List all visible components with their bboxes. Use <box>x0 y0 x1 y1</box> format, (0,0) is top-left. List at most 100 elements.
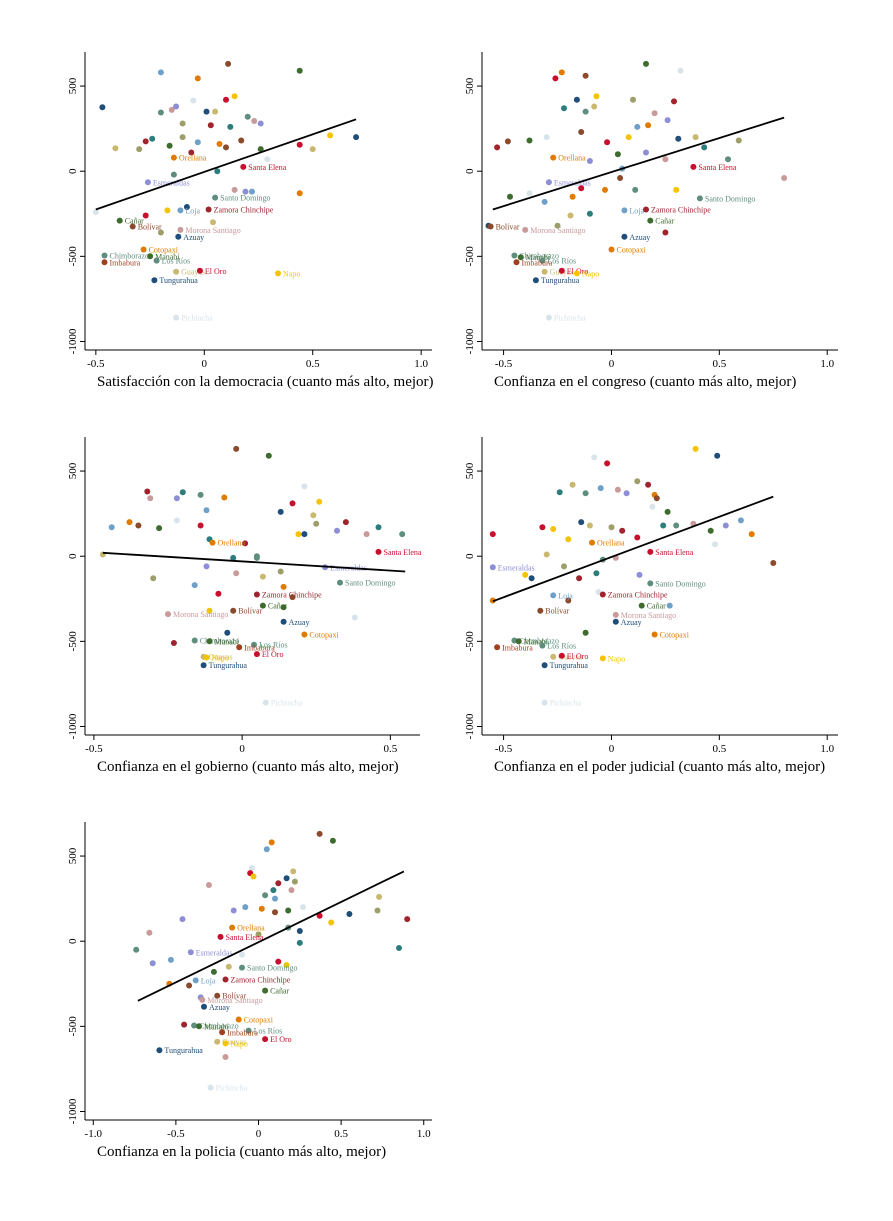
data-point <box>263 846 270 853</box>
data-point <box>660 522 667 529</box>
data-point <box>582 72 589 79</box>
x-tick-label: 0.5 <box>712 743 726 755</box>
data-point-labeled <box>251 641 257 648</box>
data-point <box>179 120 186 127</box>
data-point-labeled <box>558 652 565 659</box>
data-point <box>214 168 221 175</box>
data-label: Cañar <box>647 602 666 611</box>
data-point <box>157 229 164 236</box>
data-point <box>645 122 652 129</box>
data-point-labeled <box>275 270 281 277</box>
chart-panel-1: 500 0 -500 -1000 -0.5 0 0.5 1.0 Satisfacción con… <box>67 52 434 390</box>
data-point-labeled <box>573 270 580 277</box>
data-point <box>149 960 156 967</box>
data-point <box>150 575 157 582</box>
data-label: El Oro <box>205 267 227 276</box>
data-point <box>701 144 708 151</box>
data-point <box>301 531 308 538</box>
x-tick-label: 0.5 <box>306 358 320 370</box>
data-point <box>556 489 563 496</box>
data-point-labeled <box>229 924 236 931</box>
data-point <box>623 490 630 497</box>
data-label: Cañar <box>270 987 289 996</box>
x-tick-label: 0 <box>202 358 208 370</box>
y-tick-label: 500 <box>67 77 79 94</box>
data-point-labeled <box>696 195 703 202</box>
data-point <box>604 139 611 146</box>
data-point <box>296 939 303 946</box>
data-label: Esmeraldas <box>554 178 591 187</box>
y-tick-label: 500 <box>67 847 79 864</box>
data-point <box>280 583 287 590</box>
data-label: Azuay <box>209 1003 230 1012</box>
data-point <box>673 522 680 529</box>
data-label: Pichincha <box>216 1084 248 1093</box>
data-label: Chimborazo <box>199 1022 239 1031</box>
data-point <box>289 594 296 601</box>
data-point-labeled <box>545 314 552 321</box>
data-label: Esmeraldas <box>498 563 535 572</box>
data-point <box>662 156 669 163</box>
data-point-labeled <box>201 1003 207 1010</box>
data-point-labeled <box>236 644 243 651</box>
data-label: El Oro <box>567 652 589 661</box>
data-point <box>313 520 320 527</box>
y-tick-label: -1000 <box>464 713 476 739</box>
x-tick-label: 0 <box>609 743 615 755</box>
data-point <box>582 490 589 497</box>
data-point-labeled <box>209 539 216 546</box>
data-point <box>329 837 336 844</box>
data-point <box>539 524 546 531</box>
data-label: Santo Domingo <box>705 194 755 203</box>
data-point <box>526 137 533 144</box>
data-point-labeled <box>539 257 546 264</box>
data-point-labeled <box>589 539 595 546</box>
data-point <box>677 67 684 74</box>
data-point <box>552 75 559 82</box>
data-point <box>342 519 349 526</box>
data-point-labeled <box>196 267 203 274</box>
data-point <box>99 104 106 111</box>
data-label: Cañar <box>125 217 144 226</box>
y-tick-label: -1000 <box>67 713 79 739</box>
data-label: Imbabura <box>227 1028 258 1037</box>
x-tick-label: 0 <box>239 743 245 755</box>
data-label: Zamora Chinchipe <box>608 591 668 600</box>
data-point-labeled <box>147 253 154 260</box>
x-tick-label: 1.0 <box>417 1128 431 1140</box>
data-point <box>242 904 249 911</box>
data-point <box>404 916 411 923</box>
data-point-labeled <box>537 607 544 614</box>
data-point <box>550 526 557 532</box>
data-point-labeled <box>532 277 539 284</box>
data-point <box>714 452 721 459</box>
data-point <box>593 570 600 577</box>
data-point <box>296 141 303 148</box>
data-point <box>206 607 213 614</box>
data-point <box>142 212 149 219</box>
data-point <box>651 110 658 117</box>
data-point <box>164 207 171 214</box>
data-point <box>608 524 615 531</box>
data-point <box>212 108 219 115</box>
data-point <box>223 96 229 103</box>
data-point <box>353 134 360 141</box>
data-point <box>692 134 699 141</box>
data-label: Pichincha <box>550 699 582 708</box>
data-point-labeled <box>647 217 654 224</box>
data-point <box>203 108 210 115</box>
data-label: Bolívar <box>545 607 569 616</box>
data-label: Tungurahua <box>550 661 589 670</box>
data-label: Orellana <box>179 154 207 163</box>
data-point <box>257 146 264 153</box>
data-point <box>191 582 198 589</box>
data-point <box>593 93 600 100</box>
data-point-labeled <box>239 964 245 971</box>
data-label: Manabí <box>155 252 180 261</box>
data-point <box>277 568 284 575</box>
data-point <box>194 139 201 146</box>
data-point <box>722 522 729 529</box>
data-point-labeled <box>262 987 269 994</box>
data-point <box>296 928 303 934</box>
data-point <box>257 120 264 127</box>
